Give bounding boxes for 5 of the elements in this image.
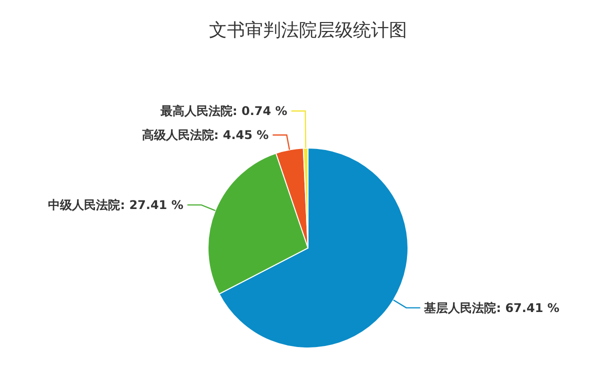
chart-title: 文书审判法院层级统计图 — [209, 20, 407, 41]
slice-label: 高级人民法院: 4.45 % — [142, 128, 269, 142]
slice-label: 最高人民法院: 0.74 % — [160, 104, 288, 118]
slice-label: 中级人民法院: 27.41 % — [48, 198, 184, 212]
slice-label: 基层人民法院: 67.41 % — [423, 300, 560, 315]
